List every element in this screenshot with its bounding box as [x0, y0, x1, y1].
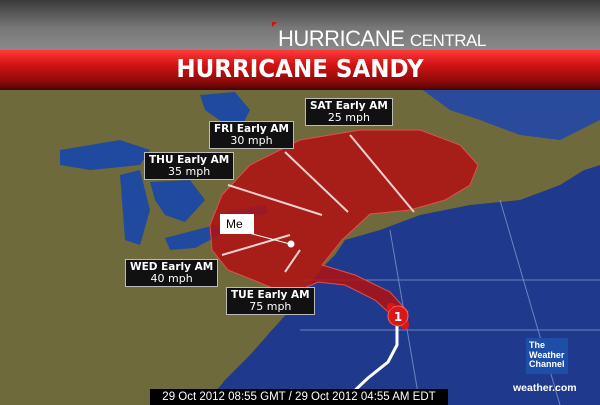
storm-category: 1	[394, 310, 402, 324]
nova-scotia	[490, 145, 600, 178]
atlantic-ocean	[205, 160, 600, 405]
header-sky	[0, 0, 600, 50]
forecast-wind: 75 mph	[249, 300, 292, 313]
forecast-day: FRI Early AM	[214, 123, 289, 135]
forecast-day-lines	[221, 134, 415, 273]
forecast-label-thu: THU Early AM 35 mph	[144, 152, 235, 180]
forecast-label-fri: FRI Early AM 30 mph	[209, 121, 294, 149]
forecast-wind: 35 mph	[168, 165, 211, 178]
timestamp-bar: 29 Oct 2012 08:55 GMT / 29 Oct 2012 04:5…	[150, 389, 448, 405]
logo-line: Channel	[529, 359, 565, 369]
me-label: Me	[220, 214, 254, 234]
forecast-wind: 40 mph	[150, 272, 193, 285]
forecast-label-tue: TUE Early AM 75 mph	[226, 287, 315, 315]
lake-superior-north	[200, 92, 250, 130]
gulf-of-st-lawrence	[420, 88, 600, 140]
forecast-day: THU Early AM	[149, 154, 230, 166]
forecast-wind: 25 mph	[327, 111, 370, 124]
title-banner: HURRICANE SANDY	[0, 50, 600, 90]
page-title: HURRICANE SANDY	[176, 54, 424, 83]
lake-michigan	[120, 170, 150, 245]
forecast-label-wed: WED Early AM 40 mph	[125, 259, 219, 287]
weather-com-site: weather.com	[513, 382, 577, 394]
forecast-day: WED Early AM	[130, 261, 214, 273]
logo-line: Weather	[529, 349, 565, 360]
forecast-day: TUE Early AM	[231, 289, 310, 301]
hurricane-central-brand: HURRICANE CENTRAL	[278, 26, 486, 52]
weather-channel-logo: The Weather Channel	[526, 338, 568, 374]
brand-sub: CENTRAL	[409, 31, 486, 50]
hurricane-icon	[387, 303, 409, 329]
brand-main: HURRICANE	[278, 26, 405, 51]
forecast-day: SAT Early AM	[310, 100, 388, 112]
lake-superior	[60, 140, 150, 170]
forecast-wind: 30 mph	[230, 134, 273, 147]
forecast-label-sat: SAT Early AM 25 mph	[305, 98, 393, 126]
lake-huron	[150, 180, 205, 222]
hurricane-flag-icon	[272, 22, 277, 27]
me-location-dot	[287, 240, 295, 248]
me-pointer-line	[244, 231, 291, 245]
logo-line: The	[529, 340, 546, 350]
